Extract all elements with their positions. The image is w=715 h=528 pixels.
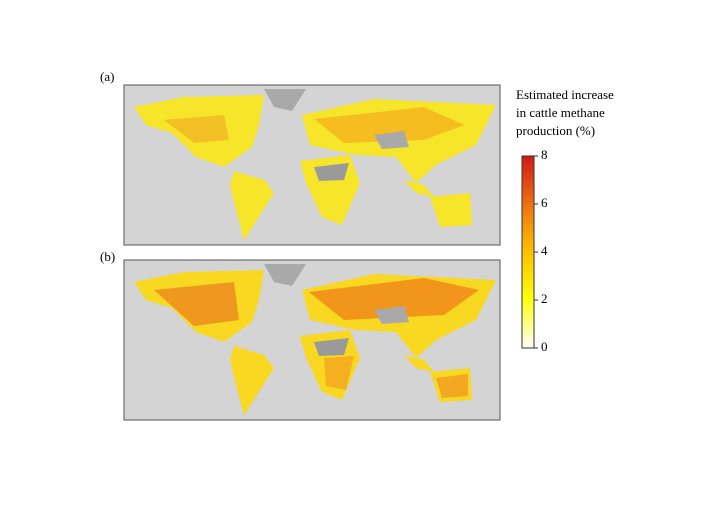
panel-label: (b) (100, 249, 115, 264)
colorbar-tick-label: 2 (541, 291, 548, 306)
colorbar (521, 155, 535, 349)
legend-title: in cattle methane (516, 105, 605, 120)
colorbar-tick-label: 0 (541, 339, 548, 354)
colorbar-tick-label: 6 (541, 195, 548, 210)
legend-title: production (%) (516, 123, 595, 138)
legend-title: Estimated increase (516, 87, 614, 102)
colorbar-tick-label: 8 (541, 147, 548, 162)
panel-label: (a) (100, 69, 114, 84)
colorbar-tick-label: 4 (541, 243, 548, 258)
map-a (123, 84, 501, 246)
map-b (123, 259, 501, 421)
